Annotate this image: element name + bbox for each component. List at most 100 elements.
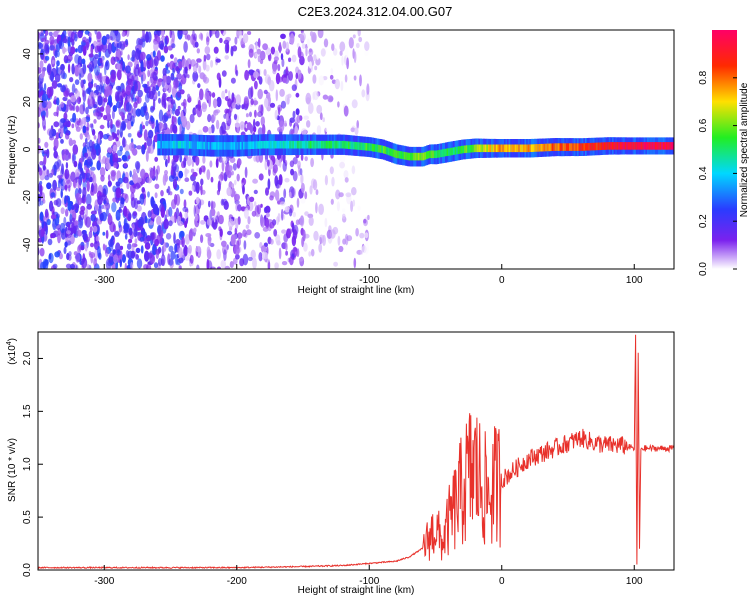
spectrogram-signal-core	[324, 140, 327, 149]
spectrogram-noise-cell	[44, 208, 49, 218]
spectrogram-noise-cell	[285, 66, 289, 77]
svg-text:(x104): (x104)	[6, 338, 18, 365]
spectrogram-noise-cell	[165, 233, 172, 240]
spectrogram-noise-cell	[105, 85, 111, 97]
spectrogram-signal-core	[508, 144, 511, 153]
spectrogram-noise-cell	[69, 77, 74, 83]
spectrogram-noise-cell	[60, 138, 64, 144]
spectrogram-signal-core	[198, 141, 201, 150]
spectrogram-noise-cell	[103, 200, 107, 204]
spectrogram-noise-cell	[85, 137, 88, 145]
spectrogram-noise-cell	[274, 109, 278, 120]
spectrogram-signal-core	[484, 144, 487, 153]
spectrogram-noise-cell	[60, 101, 65, 108]
spectrogram-signal-core	[363, 142, 366, 151]
spectrogram-signal-core	[163, 140, 166, 149]
spectrogram-noise-cell	[65, 208, 69, 217]
colorbar-gradient	[712, 30, 737, 269]
spectrogram-noise-cell	[243, 96, 249, 104]
spectrogram-noise-cell	[318, 234, 325, 244]
spectrogram-noise-cell	[359, 74, 362, 87]
spectrogram-noise-cell	[105, 61, 108, 67]
spectrogram-noise-cell	[72, 144, 79, 155]
spectrogram-signal-core	[313, 140, 316, 149]
spectrogram-signal-core	[254, 141, 257, 149]
spectrogram-noise-cell	[115, 187, 122, 199]
spectrogram-signal-core	[249, 141, 252, 150]
spectrogram-noise-cell	[46, 101, 52, 109]
spectrogram-noise-cell	[51, 59, 55, 65]
spectrogram-noise-cell	[192, 171, 198, 177]
spectrogram-noise-cell	[101, 35, 108, 46]
spectrogram-signal-core	[295, 140, 298, 149]
spectrogram-noise-cell	[254, 52, 258, 58]
spectrogram-signal-core	[303, 140, 306, 149]
spectrogram-noise-cell	[239, 121, 245, 131]
spectrogram-noise-cell	[44, 141, 49, 148]
spectrogram-noise-cell	[89, 252, 96, 259]
spectrogram-noise-cell	[219, 37, 223, 44]
spectrogram-noise-cell	[181, 236, 185, 248]
spectrogram-noise-cell	[250, 249, 256, 260]
spectrogram-noise-cell	[309, 185, 313, 195]
spectrogram-noise-cell	[207, 114, 212, 123]
spectrogram-noise-cell	[316, 53, 320, 60]
spectrogram-signal-core	[635, 142, 638, 150]
spectrogram-noise-cell	[111, 109, 115, 120]
spectrogram-noise-cell	[236, 232, 243, 239]
spectrogram-noise-cell	[171, 160, 177, 172]
spectrogram-noise-cell	[310, 248, 315, 257]
spectrogram-noise-cell	[141, 144, 146, 155]
spectrogram-noise-cell	[119, 111, 124, 117]
spectrogram-noise-cell	[97, 195, 103, 206]
spectrogram-noise-cell	[348, 37, 354, 49]
spectrogram-signal-core	[179, 140, 182, 149]
spectrogram-signal-core	[564, 143, 567, 151]
spectrogram-noise-cell	[102, 133, 109, 140]
spectrogram-signal-core	[540, 143, 543, 152]
spectrogram-noise-cell	[133, 101, 138, 109]
spectrogram-noise-cell	[68, 152, 72, 160]
spectrogram-noise-cell	[274, 175, 279, 187]
spectrogram-signal-core	[343, 140, 346, 149]
spectrogram-noise-cell	[188, 190, 193, 196]
spectrogram-noise-cell	[95, 235, 100, 242]
spectrogram-noise-cell	[126, 120, 132, 130]
spectrogram-signal-core	[349, 141, 352, 150]
snr-y-axis-label: SNR (10 * v/v)	[7, 438, 18, 502]
colorbar-label: Normalized spectral amplitude	[739, 82, 750, 217]
spectrogram-noise-cell	[77, 64, 81, 73]
spectrogram-signal-core	[476, 144, 479, 153]
spectrogram-noise-cell	[312, 74, 317, 84]
spectrogram-noise-cell	[351, 165, 356, 175]
spectrogram-noise-cell	[84, 243, 88, 252]
spectrogram-noise-cell	[115, 95, 120, 102]
spectrogram-signal-core	[403, 151, 406, 160]
spectrogram-noise-cell	[193, 33, 197, 41]
spectrogram-noise-cell	[145, 31, 149, 43]
spectrogram-signal-core	[629, 142, 632, 150]
spectrogram-signal-core	[653, 142, 656, 150]
spectrogram-noise-cell	[154, 192, 158, 199]
spectrogram-signal-core	[333, 140, 336, 149]
spectrogram-signal-core	[550, 143, 552, 152]
spectrogram-signal-core	[581, 143, 584, 151]
spectrogram-noise-cell	[133, 83, 137, 95]
spectrogram-noise-cell	[167, 253, 171, 265]
spectrogram-noise-cell	[99, 124, 105, 130]
spectrogram-noise-cell	[312, 179, 318, 191]
snr-x-tick-label: -200	[227, 576, 247, 587]
spectrogram-noise-cell	[102, 243, 106, 251]
spectrogram-y-tick-label: 20	[22, 96, 33, 108]
snr-plot-area	[38, 332, 674, 570]
spectrogram-noise-cell	[93, 119, 97, 124]
spectrogram-noise-cell	[139, 225, 144, 231]
spectrogram-signal-core	[575, 143, 578, 151]
spectrogram-signal-core	[271, 140, 274, 149]
spectrogram-noise-cell	[233, 244, 240, 256]
spectrogram-signal-core	[416, 152, 419, 161]
spectrogram-signal-core	[244, 141, 247, 150]
spectrogram-noise-cell	[303, 115, 310, 120]
spectrogram-noise-cell	[173, 57, 178, 64]
spectrogram-noise-cell	[253, 118, 256, 129]
